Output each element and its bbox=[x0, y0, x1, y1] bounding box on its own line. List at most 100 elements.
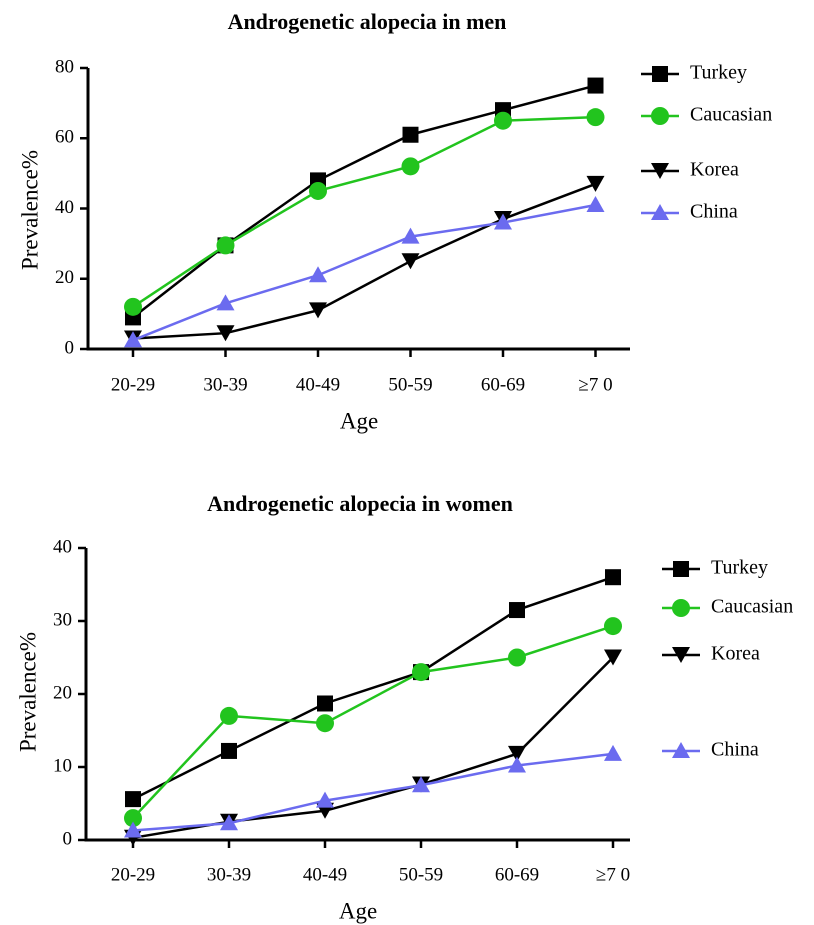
data-point-china bbox=[216, 294, 235, 311]
data-point-korea bbox=[309, 302, 327, 319]
data-point-china bbox=[316, 791, 334, 808]
data-point-caucasian bbox=[508, 648, 526, 667]
data-point-caucasian bbox=[401, 157, 420, 176]
y-tick-label: 20 bbox=[55, 267, 74, 288]
series-line-korea bbox=[132, 656, 614, 840]
data-point-caucasian bbox=[216, 236, 235, 255]
legend-marker bbox=[672, 647, 690, 663]
legend-marker bbox=[651, 163, 669, 179]
x-tick-label: 60-69 bbox=[495, 864, 539, 885]
y-axis-label: Prevalence% bbox=[15, 632, 40, 752]
y-tick-label: 0 bbox=[63, 828, 73, 849]
x-tick-label: 50-59 bbox=[388, 374, 432, 395]
x-tick-label: 40-49 bbox=[303, 864, 347, 885]
x-tick-label: 50-59 bbox=[399, 864, 443, 885]
data-point-korea bbox=[216, 325, 235, 342]
men-prevalence-chart: Androgenetic alopecia in men 0 20 40 60 80 20-… bbox=[17, 9, 772, 433]
legend-marker bbox=[651, 107, 669, 125]
legend-label: Korea bbox=[711, 643, 760, 665]
data-point-turkey bbox=[605, 569, 621, 586]
y-tick-label: 40 bbox=[53, 536, 72, 557]
legend-label: Caucasian bbox=[690, 104, 772, 126]
x-tick-label: 40-49 bbox=[296, 374, 340, 395]
legend-marker bbox=[651, 204, 669, 220]
x-tick-label: 20-29 bbox=[111, 864, 155, 885]
y-axis-label: Prevalence% bbox=[17, 150, 42, 270]
data-point-caucasian bbox=[316, 714, 334, 733]
legend-item-turkey: Turkey bbox=[641, 62, 747, 84]
chart-title: Androgenetic alopecia in men bbox=[228, 9, 507, 34]
y-tick-label: 30 bbox=[53, 609, 72, 630]
data-point-china bbox=[508, 756, 526, 773]
legend-label: Caucasian bbox=[711, 596, 793, 618]
legend-item-caucasian: Caucasian bbox=[641, 104, 772, 126]
women-prevalence-chart: Androgenetic alopecia in women 0 10 20 30 40 2… bbox=[15, 491, 793, 923]
legend-marker bbox=[672, 742, 690, 758]
data-point-china bbox=[401, 227, 420, 244]
legend-label: China bbox=[711, 739, 759, 761]
x-tick-label: 30-39 bbox=[203, 374, 247, 395]
x-tick-label: 20-29 bbox=[111, 374, 155, 395]
x-tick-label: 60-69 bbox=[481, 374, 525, 395]
data-point-turkey bbox=[402, 126, 419, 143]
y-tick-label: 60 bbox=[55, 127, 74, 148]
data-point-caucasian bbox=[604, 617, 622, 636]
x-tick-label: 30-39 bbox=[207, 864, 251, 885]
series-line-china bbox=[132, 752, 614, 832]
data-point-china bbox=[124, 331, 142, 348]
legend-marker bbox=[672, 599, 690, 617]
chart-title: Androgenetic alopecia in women bbox=[207, 491, 513, 516]
data-point-caucasian bbox=[412, 663, 430, 682]
data-point-turkey bbox=[509, 602, 525, 619]
x-tick-label: ≥7 0 bbox=[596, 864, 630, 885]
data-point-turkey bbox=[125, 791, 141, 808]
y-tick-label: 20 bbox=[53, 682, 72, 703]
x-axis-label: Age bbox=[340, 408, 378, 433]
series-line-caucasian bbox=[132, 115, 596, 308]
y-tick-label: 80 bbox=[55, 56, 74, 77]
legend-item-china: China bbox=[662, 739, 759, 761]
legend-marker bbox=[652, 66, 668, 82]
legend-label: Korea bbox=[690, 159, 739, 181]
data-point-korea bbox=[508, 745, 526, 762]
data-point-turkey bbox=[317, 695, 333, 712]
series-line-china bbox=[132, 203, 596, 342]
data-point-china bbox=[309, 266, 327, 283]
series-line-turkey bbox=[132, 576, 614, 801]
data-point-china bbox=[220, 814, 238, 831]
data-point-caucasian bbox=[309, 181, 327, 200]
data-point-korea bbox=[604, 649, 622, 666]
data-point-china bbox=[124, 821, 142, 838]
y-tick-label: 0 bbox=[65, 337, 75, 358]
data-point-china bbox=[604, 744, 622, 761]
series-line-turkey bbox=[132, 84, 596, 319]
legend-item-turkey: Turkey bbox=[662, 557, 768, 579]
y-tick-label: 10 bbox=[53, 755, 72, 776]
data-point-caucasian bbox=[494, 111, 512, 130]
data-point-china bbox=[412, 776, 430, 793]
legend-item-korea: Korea bbox=[662, 643, 760, 665]
legend-item-caucasian: Caucasian bbox=[662, 596, 793, 618]
legend-item-china: China bbox=[641, 201, 738, 223]
data-point-china bbox=[586, 195, 605, 212]
data-point-caucasian bbox=[124, 297, 142, 316]
data-point-china bbox=[494, 213, 512, 230]
series-line-caucasian bbox=[132, 624, 614, 819]
data-point-turkey bbox=[587, 77, 604, 94]
legend-item-korea: Korea bbox=[641, 159, 739, 181]
x-tick-label: ≥7 0 bbox=[578, 374, 612, 395]
series-line-korea bbox=[132, 182, 596, 340]
legend-label: Turkey bbox=[711, 557, 768, 579]
data-point-korea bbox=[586, 175, 605, 192]
data-point-caucasian bbox=[124, 809, 142, 828]
legend-marker bbox=[673, 561, 689, 577]
data-point-turkey bbox=[221, 742, 237, 759]
data-point-caucasian bbox=[586, 108, 605, 127]
legend-label: Turkey bbox=[690, 62, 747, 84]
x-axis-label: Age bbox=[339, 898, 377, 923]
y-tick-label: 40 bbox=[55, 197, 74, 218]
data-point-caucasian bbox=[220, 706, 238, 725]
data-point-korea bbox=[401, 253, 420, 270]
legend-label: China bbox=[690, 201, 738, 223]
